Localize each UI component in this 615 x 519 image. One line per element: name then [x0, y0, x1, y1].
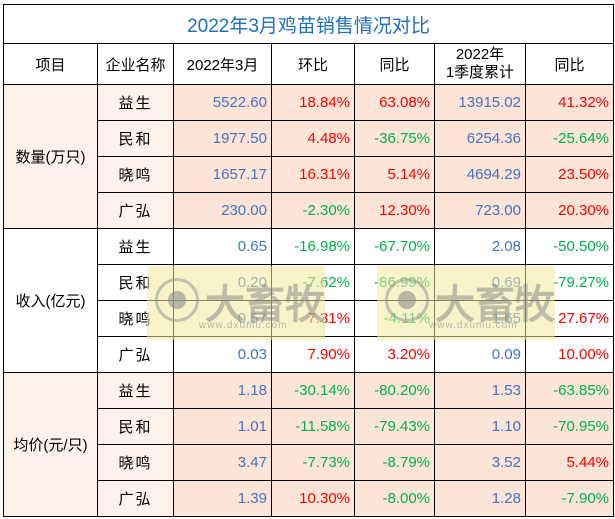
q1-cumulative-value: 0.09 — [434, 336, 526, 373]
month-value: 1.01 — [173, 408, 272, 445]
q1-yoy-change: -7.90% — [525, 480, 614, 517]
q1-cumulative-value: 6254.36 — [434, 120, 526, 157]
header-row: 项目 企业名称 2022年3月 环比 同比 2022年 1季度累计 同比 — [3, 43, 614, 85]
q1-yoy-change: -63.85% — [525, 372, 614, 409]
mom-change: -7.62% — [271, 264, 355, 301]
mom-change: 7.31% — [271, 300, 355, 337]
table-title: 2022年3月鸡苗销售情况对比 — [3, 4, 614, 44]
mom-change: -30.14% — [271, 372, 355, 409]
q1-cumulative-value: 3.52 — [434, 444, 526, 481]
mom-change: 10.30% — [271, 480, 355, 517]
mom-change: 18.84% — [271, 84, 355, 121]
group-label: 收入(亿元) — [3, 228, 98, 373]
mom-change: -7.73% — [271, 444, 355, 481]
q1-cumulative-value: 0.69 — [434, 264, 526, 301]
table-row: 广弘 1.39 10.30% -8.00% 1.28 -7.90% — [4, 480, 614, 517]
month-value: 0.03 — [173, 336, 272, 373]
company-name: 民和 — [97, 120, 174, 157]
month-value: 0.20 — [173, 264, 272, 301]
yoy-change: 3.20% — [354, 336, 435, 373]
yoy-change: -86.99% — [354, 264, 435, 301]
header-q1-line1: 2022年 — [455, 46, 505, 63]
month-value: 230.00 — [173, 192, 272, 229]
company-name: 益生 — [97, 228, 174, 265]
month-value: 1977.50 — [173, 120, 272, 157]
header-q1-cumulative: 2022年 1季度累计 — [434, 43, 526, 85]
q1-yoy-change: 41.32% — [525, 84, 614, 121]
group-label: 数量(万只) — [3, 84, 98, 229]
mom-change: 7.90% — [271, 336, 355, 373]
table-row: 数量(万只) 益生 5522.60 18.84% 63.08% 13915.02 41.32… — [3, 84, 614, 229]
company-name: 广弘 — [97, 192, 174, 229]
table-row: 晓鸣 3.47 -7.73% -8.79% 3.52 5.44% — [4, 444, 614, 481]
company-name: 晓鸣 — [97, 444, 174, 481]
month-value: 0.65 — [173, 228, 272, 265]
q1-yoy-change: 23.50% — [525, 156, 614, 193]
mom-change: -11.58% — [271, 408, 355, 445]
mom-change: -2.30% — [271, 192, 355, 229]
mom-change: -16.98% — [271, 228, 355, 265]
month-value: 1.39 — [173, 480, 272, 517]
table-row: 均价(元/只) 益生 1.18 -30.14% -80.20% 1.53 -63.85% — [3, 372, 614, 517]
group-label: 均价(元/只) — [3, 372, 98, 517]
yoy-change: -67.70% — [354, 228, 435, 265]
month-value: 0.57 — [173, 300, 272, 337]
company-name: 民和 — [97, 264, 174, 301]
q1-cumulative-value: 1.10 — [434, 408, 526, 445]
company-name: 广弘 — [97, 336, 174, 373]
yoy-change: 5.14% — [354, 156, 435, 193]
yoy-change: -36.75% — [354, 120, 435, 157]
q1-yoy-change: -25.64% — [525, 120, 614, 157]
company-name: 益生 — [97, 372, 174, 409]
q1-cumulative-value: 1.65 — [434, 300, 526, 337]
q1-cumulative-value: 4694.29 — [434, 156, 526, 193]
yoy-change: 12.30% — [354, 192, 435, 229]
yoy-change: 63.08% — [354, 84, 435, 121]
yoy-change: -79.43% — [354, 408, 435, 445]
yoy-change: -8.79% — [354, 444, 435, 481]
q1-cumulative-value: 1.53 — [434, 372, 526, 409]
mom-change: 4.48% — [271, 120, 355, 157]
company-name: 晓鸣 — [97, 300, 174, 337]
q1-cumulative-value: 1.28 — [434, 480, 526, 517]
yoy-change: -80.20% — [354, 372, 435, 409]
table-row: 民和 1977.50 4.48% -36.75% 6254.36 -25.64% — [4, 120, 614, 157]
q1-yoy-change: 20.30% — [525, 192, 614, 229]
header-q1-line2: 1季度累计 — [445, 64, 515, 81]
month-value: 1.18 — [173, 372, 272, 409]
month-value: 3.47 — [173, 444, 272, 481]
month-value: 5522.60 — [173, 84, 272, 121]
yoy-change: -4.11% — [354, 300, 435, 337]
q1-yoy-change: 27.67% — [525, 300, 614, 337]
q1-cumulative-value: 13915.02 — [434, 84, 526, 121]
q1-cumulative-value: 2.08 — [434, 228, 526, 265]
table-row: 晓鸣 1657.17 16.31% 5.14% 4694.29 23.50% — [4, 156, 614, 193]
header-item: 项目 — [3, 43, 98, 85]
company-name: 晓鸣 — [97, 156, 174, 193]
q1-yoy-change: 5.44% — [525, 444, 614, 481]
company-name: 民和 — [97, 408, 174, 445]
header-company: 企业名称 — [97, 43, 174, 85]
month-value: 1657.17 — [173, 156, 272, 193]
company-name: 益生 — [97, 84, 174, 121]
header-q1-yoy: 同比 — [525, 43, 614, 85]
table-row: 收入(亿元) 益生 0.65 -16.98% -67.70% 2.08 -50.50% — [3, 228, 614, 373]
q1-yoy-change: -70.95% — [525, 408, 614, 445]
company-name: 广弘 — [97, 480, 174, 517]
q1-yoy-change: 10.00% — [525, 336, 614, 373]
sales-comparison-table: 2022年3月鸡苗销售情况对比 项目 企业名称 2022年3月 环比 同比 20… — [3, 4, 614, 517]
header-yoy: 同比 — [354, 43, 435, 85]
q1-yoy-change: -50.50% — [525, 228, 614, 265]
yoy-change: -8.00% — [354, 480, 435, 517]
mom-change: 16.31% — [271, 156, 355, 193]
q1-cumulative-value: 723.00 — [434, 192, 526, 229]
q1-yoy-change: -79.27% — [525, 264, 614, 301]
header-mom: 环比 — [271, 43, 355, 85]
header-month: 2022年3月 — [173, 43, 272, 85]
